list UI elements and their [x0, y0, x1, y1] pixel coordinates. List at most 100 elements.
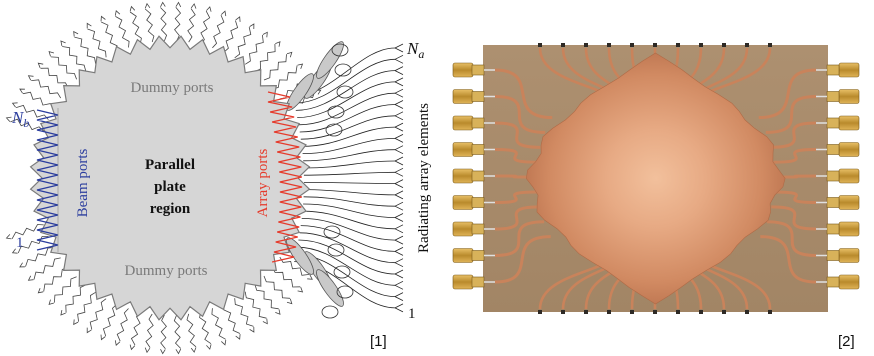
dummy-port-line: [15, 104, 49, 120]
right-trace: [770, 121, 817, 149]
dummy-port-arrowhead: [175, 348, 182, 355]
radiating-element-arrows: [394, 43, 404, 313]
sma-flange-left: [471, 250, 485, 261]
dummy-port-line: [17, 236, 49, 254]
radiating-element: [394, 269, 404, 279]
left-trace: [494, 205, 540, 231]
dummy-port-line: [244, 34, 264, 65]
right-trace: [760, 235, 817, 284]
dummy-port-arrowhead: [5, 116, 12, 122]
dummy-port-arrowhead: [307, 274, 313, 280]
feedline: [298, 92, 396, 126]
dummy-port-line: [244, 291, 267, 319]
dummy-port-line: [254, 284, 279, 310]
dummy-port-line: [272, 65, 298, 90]
feedline: [301, 126, 396, 147]
dummy-port-line: [160, 7, 168, 42]
dummy-port-line: [211, 308, 226, 340]
dummy-port-line: [174, 7, 182, 42]
dummy-port-arrowhead: [221, 339, 227, 346]
dummy-port-arrowhead: [114, 340, 121, 346]
dummy-port-arrowhead: [86, 22, 92, 29]
right-trace: [758, 68, 817, 120]
nb-label: Nb: [11, 108, 29, 130]
feedline: [294, 58, 396, 104]
sma-connector-right: [838, 89, 860, 104]
radiating-element: [394, 235, 404, 245]
dummy-port-arrowhead: [190, 347, 197, 353]
feedline: [303, 149, 396, 162]
dummy-port-arrowhead: [11, 248, 18, 254]
dummy-port-arrowhead: [60, 310, 66, 316]
bottom-termination: [745, 310, 749, 314]
radiating-element: [394, 122, 404, 132]
sma-flange-right: [826, 91, 840, 102]
dummy-port-arrowhead: [235, 16, 241, 22]
coil-loop: [327, 243, 345, 257]
dummy-port-arrowhead: [27, 275, 34, 281]
matching-stub: [316, 41, 344, 79]
top-termination: [722, 43, 726, 47]
radiating-element: [394, 88, 404, 98]
dummy-port-line: [43, 267, 69, 292]
bottom-termination: [699, 310, 703, 314]
dummy-port-line: [54, 276, 77, 303]
radiating-element: [394, 77, 404, 87]
bottom-termination: [676, 310, 680, 314]
radiating-element: [394, 213, 404, 222]
sma-flange-left: [471, 223, 485, 235]
dummy-port-arrowhead: [235, 334, 241, 340]
beam-ports-label: Beam ports: [75, 148, 91, 217]
radiating-element: [394, 111, 404, 121]
dummy-port-line: [234, 298, 254, 327]
top-termination: [745, 43, 749, 47]
coil-loop: [323, 225, 341, 239]
radiating-element: [394, 43, 404, 53]
left-trace: [494, 148, 538, 164]
dummy-port-arrowhead: [48, 299, 55, 305]
array-port-zigzag: [267, 91, 303, 263]
dummy-port-arrowhead: [175, 1, 182, 8]
dummy-ports-bottom-label: Dummy ports: [125, 263, 208, 279]
feedline: [299, 232, 396, 264]
bottom-termination: [561, 310, 565, 314]
dummy-port-arrowhead: [19, 262, 25, 268]
radiating-element: [394, 66, 404, 75]
radiating-element: [394, 224, 404, 234]
top-termination: [538, 43, 542, 47]
feedline: [302, 138, 396, 154]
bottom-termination: [630, 310, 634, 314]
dummy-port-arrowhead: [206, 344, 212, 350]
dummy-port-line: [25, 247, 55, 267]
radiating-element: [394, 54, 404, 64]
beam-index-one: 1: [16, 235, 24, 251]
dummy-port-arrowhead: [100, 334, 106, 341]
dummy-port-line: [263, 275, 291, 299]
top-termination: [653, 43, 657, 47]
dummy-port-line: [62, 46, 87, 72]
left-trace: [494, 190, 538, 204]
sma-connectors: [452, 62, 860, 290]
right-trace: [773, 148, 817, 164]
coil-loop: [336, 285, 354, 299]
coil-loop: [325, 123, 343, 137]
sma-connector-left: [452, 248, 474, 263]
sma-flange-right: [826, 64, 840, 76]
feedline: [303, 160, 396, 169]
matching-stub: [316, 269, 344, 307]
dummy-port-arrowhead: [286, 51, 293, 58]
radiating-element: [394, 303, 404, 313]
top-termination: [584, 43, 588, 47]
dummy-port-arrowhead: [160, 1, 166, 7]
dummy-port-line: [187, 8, 196, 43]
sma-connector-right: [838, 142, 860, 157]
sma-flange-right: [826, 250, 840, 261]
dummy-port-arrowhead: [37, 288, 44, 294]
right-trace: [773, 190, 817, 204]
feedline: [297, 81, 396, 118]
bottom-termination: [538, 310, 542, 314]
dummy-port-line: [115, 16, 130, 48]
dummy-port-line: [50, 56, 77, 80]
dummy-port-arrows: [5, 1, 322, 355]
feedline: [301, 218, 396, 241]
